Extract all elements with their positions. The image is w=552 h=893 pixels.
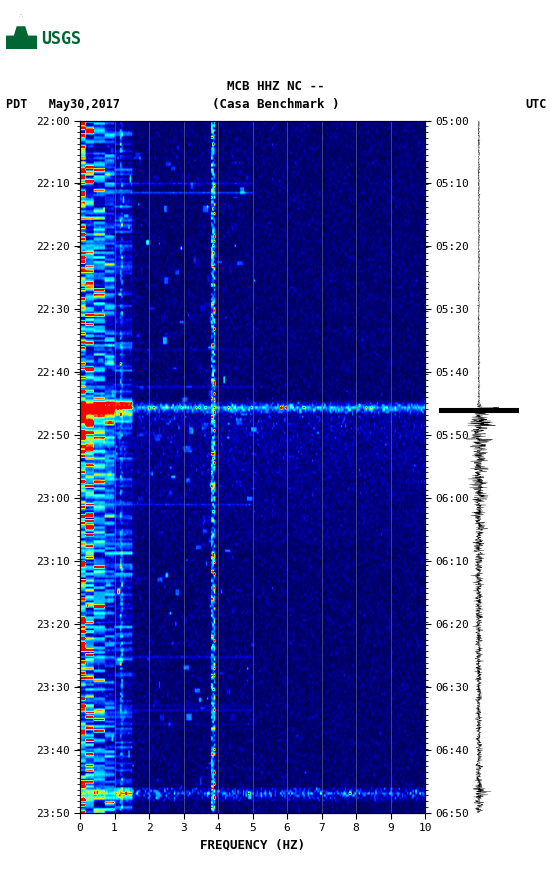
X-axis label: FREQUENCY (HZ): FREQUENCY (HZ) <box>200 839 305 852</box>
Text: USGS: USGS <box>41 30 81 48</box>
Polygon shape <box>6 15 36 49</box>
Text: (Casa Benchmark ): (Casa Benchmark ) <box>213 97 339 111</box>
Text: PDT   May30,2017: PDT May30,2017 <box>6 97 120 111</box>
Text: MCB HHZ NC --: MCB HHZ NC -- <box>227 79 325 93</box>
Text: UTC: UTC <box>525 97 546 111</box>
Polygon shape <box>17 15 25 26</box>
